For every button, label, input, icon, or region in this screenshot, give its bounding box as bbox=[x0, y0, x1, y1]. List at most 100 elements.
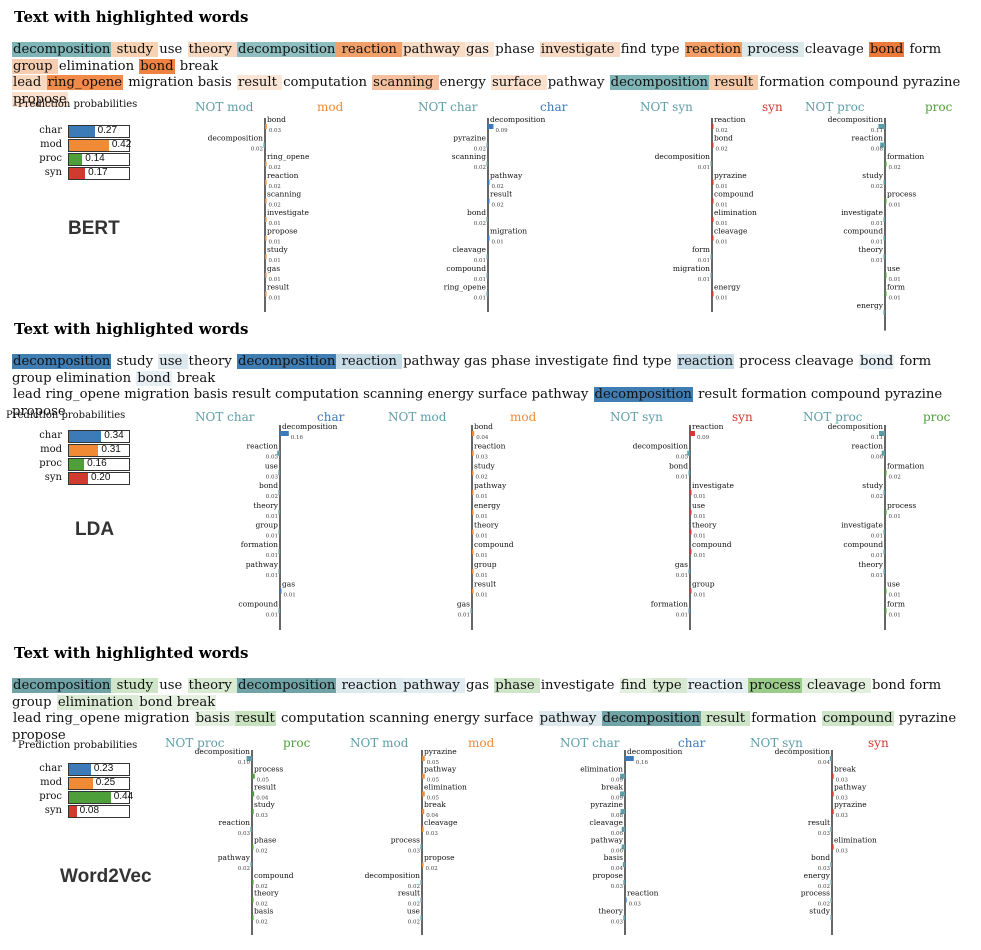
feature-bar bbox=[883, 179, 885, 185]
feature-bar bbox=[625, 897, 627, 903]
feature-value: 0.02 bbox=[818, 902, 830, 908]
feature-value: 0.01 bbox=[698, 165, 710, 171]
feature-bar bbox=[263, 142, 265, 148]
feature-bar bbox=[881, 450, 885, 456]
chart-not-label: NOT char bbox=[195, 410, 255, 424]
feature-word: study bbox=[254, 800, 275, 809]
feature-bar bbox=[472, 490, 474, 496]
feature-bar bbox=[832, 773, 834, 779]
feature-bar bbox=[246, 756, 252, 761]
feature-word: pathway bbox=[490, 171, 523, 180]
feature-bar bbox=[252, 773, 255, 779]
feature-word: study bbox=[474, 461, 495, 470]
feature-word: decomposition bbox=[828, 422, 884, 431]
feature-value: 0.01 bbox=[266, 534, 278, 540]
feature-value: 0.03 bbox=[238, 831, 251, 837]
feature-word: bond bbox=[669, 461, 688, 470]
feature-value: 0.02 bbox=[716, 128, 728, 134]
feature-value: 0.06 bbox=[871, 455, 884, 461]
feature-word: pathway bbox=[834, 782, 867, 791]
feature-bar bbox=[625, 756, 634, 761]
feature-word: elimination bbox=[580, 765, 623, 774]
highlighted-word: pathway bbox=[402, 42, 465, 57]
highlighted-word: reaction bbox=[336, 354, 403, 369]
feature-bar bbox=[883, 310, 885, 315]
probability-bar-fill bbox=[69, 806, 77, 817]
feature-bar bbox=[712, 291, 714, 297]
feature-word: theory bbox=[254, 889, 279, 898]
highlighted-word: phase bbox=[495, 42, 539, 57]
feature-value: 0.01 bbox=[269, 221, 281, 227]
feature-value: 0.02 bbox=[871, 494, 883, 500]
feature-value: 0.03 bbox=[836, 813, 849, 819]
feature-word: reaction bbox=[474, 442, 506, 451]
probability-bar-fill bbox=[69, 126, 95, 137]
feature-bar bbox=[829, 756, 832, 761]
feature-bar bbox=[486, 291, 488, 297]
probability-label: syn bbox=[44, 805, 62, 816]
feature-bar bbox=[620, 773, 625, 779]
highlighted-word: result formation compound pyrazine propo… bbox=[12, 387, 943, 419]
feature-bar bbox=[486, 217, 488, 222]
feature-value: 0.09 bbox=[611, 795, 624, 801]
highlighted-word: migration basis bbox=[124, 75, 236, 90]
feature-word: cleavage bbox=[590, 818, 624, 827]
feature-bar bbox=[470, 608, 472, 614]
feature-value: 0.16 bbox=[291, 435, 304, 441]
chart-not-label: NOT syn bbox=[640, 100, 693, 114]
highlight-line: lead ring_opene migration basis result c… bbox=[12, 387, 972, 420]
feature-word: study bbox=[862, 481, 883, 490]
feature-bar bbox=[420, 844, 422, 850]
feature-bar bbox=[488, 179, 490, 185]
probability-value: 0.14 bbox=[85, 153, 105, 164]
feature-word: result bbox=[808, 818, 830, 827]
feature-bar bbox=[420, 879, 422, 885]
highlighted-word: pathway bbox=[402, 678, 465, 693]
highlighted-word: compound bbox=[821, 711, 894, 726]
feature-value: 0.02 bbox=[871, 184, 883, 190]
feature-word: process bbox=[254, 765, 283, 774]
feature-word: investigate bbox=[267, 208, 309, 217]
feature-bar bbox=[280, 431, 289, 436]
feature-word: gas bbox=[267, 264, 280, 273]
feature-value: 0.02 bbox=[256, 849, 268, 855]
chart-class-label: proc bbox=[925, 100, 953, 114]
feature-value: 0.01 bbox=[269, 240, 281, 246]
panel-title: Text with highlighted words bbox=[14, 644, 249, 662]
probability-bar-fill bbox=[69, 459, 85, 470]
feature-bar bbox=[690, 490, 692, 496]
model-name: LDA bbox=[75, 519, 115, 540]
highlighted-word: use bbox=[159, 678, 187, 693]
probability-bar-box: 0.20 bbox=[68, 472, 130, 485]
prediction-probabilities-title: Prediction probabilities bbox=[18, 740, 138, 751]
feature-bar bbox=[252, 915, 254, 921]
feature-value: 0.01 bbox=[269, 277, 281, 283]
feature-value: 0.01 bbox=[698, 258, 710, 264]
feature-value: 0.01 bbox=[476, 494, 488, 500]
feature-bar bbox=[278, 509, 280, 515]
feature-value: 0.04 bbox=[426, 813, 439, 819]
feature-bar bbox=[880, 142, 885, 148]
feature-word: investigate bbox=[692, 481, 734, 490]
feature-word: study bbox=[809, 906, 830, 915]
feature-word: decomposition bbox=[633, 442, 689, 451]
probability-bar-fill bbox=[69, 431, 102, 442]
feature-word: bond bbox=[467, 208, 486, 217]
feature-word: reaction bbox=[852, 442, 884, 451]
feature-bar bbox=[832, 791, 834, 797]
feature-value: 0.01 bbox=[694, 593, 706, 599]
feature-word: theory bbox=[598, 906, 623, 915]
feature-value: 0.01 bbox=[871, 221, 883, 227]
feature-value: 0.04 bbox=[256, 795, 269, 801]
probability-value: 0.31 bbox=[101, 444, 121, 455]
feature-value: 0.09 bbox=[611, 778, 624, 784]
feature-bar bbox=[620, 791, 625, 797]
feature-bar bbox=[885, 272, 887, 278]
feature-value: 0.03 bbox=[836, 778, 849, 784]
probability-label: proc bbox=[39, 458, 62, 469]
feature-bar bbox=[472, 450, 474, 456]
feature-word: cleavage bbox=[453, 245, 487, 254]
feature-word: group bbox=[255, 521, 278, 530]
feature-bar bbox=[832, 809, 834, 815]
